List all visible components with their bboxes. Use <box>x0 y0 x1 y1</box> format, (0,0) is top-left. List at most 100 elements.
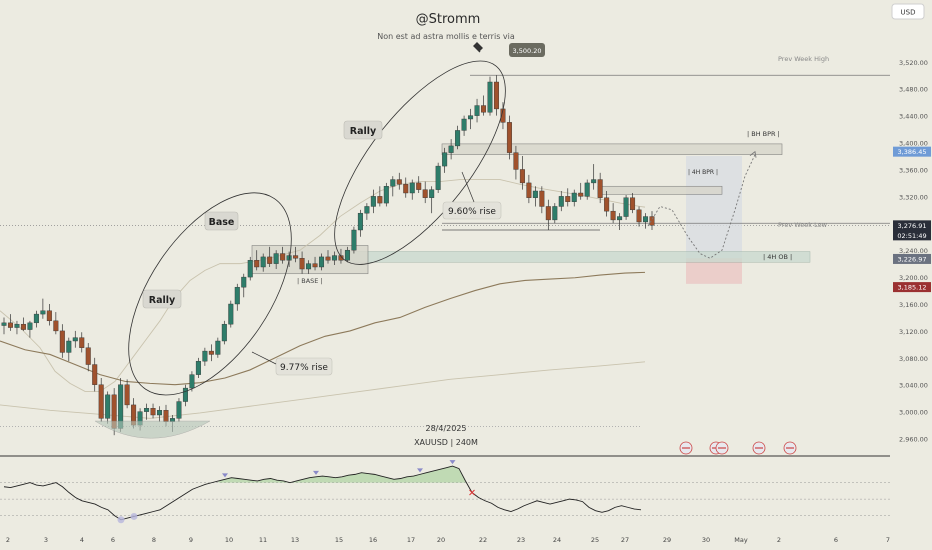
osc-cross-marker <box>469 489 475 496</box>
candle-body <box>357 212 363 231</box>
candle <box>636 206 642 227</box>
currency-button[interactable]: USD <box>891 3 925 20</box>
h4-bpr-label: | 4H BPR | <box>688 169 718 176</box>
x-tick-label: 6 <box>111 536 115 544</box>
candle-body <box>409 182 415 194</box>
candle <box>429 186 435 214</box>
candle-body <box>442 152 448 167</box>
candle-body <box>1 322 7 326</box>
candle <box>40 298 46 319</box>
candle-body <box>234 286 240 305</box>
h4-ob-label: | 4H OB | <box>763 253 792 261</box>
x-tick-label: 29 <box>663 536 671 544</box>
candle <box>306 260 312 274</box>
osc-top-marker <box>222 473 228 478</box>
candle-body <box>46 310 52 322</box>
candle-body <box>182 387 188 402</box>
y-tick-label: 3,040.00 <box>899 382 928 390</box>
currency-button-label: USD <box>901 9 916 17</box>
news-event-icon[interactable] <box>783 441 797 455</box>
candle <box>584 179 590 200</box>
rise-pointer-1 <box>251 351 277 365</box>
x-tick-label: 11 <box>259 536 267 544</box>
candle <box>98 378 104 422</box>
candle-body <box>215 340 221 355</box>
candle <box>176 398 182 422</box>
candle-body <box>584 182 590 197</box>
candle-body <box>455 130 461 147</box>
candle-body <box>299 258 305 270</box>
candle-body <box>396 179 402 185</box>
osc-top-marker <box>417 468 423 473</box>
date-label: 28/4/2025 <box>425 424 466 433</box>
candle-body <box>157 410 163 416</box>
rise-pointer-2 <box>461 171 475 203</box>
candle-body <box>578 192 584 197</box>
y-tick-label: 3,240.00 <box>899 247 928 255</box>
prev-week-high-label: Prev Week High <box>778 55 829 63</box>
candle-body <box>228 303 234 325</box>
base-label: Base <box>204 211 239 231</box>
candle <box>53 312 59 335</box>
candle-body <box>481 105 487 113</box>
candle <box>241 273 247 298</box>
candle-body <box>221 323 227 342</box>
candle <box>448 139 454 160</box>
candle-body <box>7 322 13 328</box>
x-tick-label: 15 <box>335 536 343 544</box>
candle <box>20 317 26 331</box>
candle-body <box>643 216 649 223</box>
candle <box>234 283 240 311</box>
rally-label-1-text: Rally <box>149 295 176 306</box>
candle-body <box>338 255 344 261</box>
candle-body <box>344 249 350 261</box>
rise-label-1-bg <box>275 357 333 376</box>
candle-body <box>325 256 331 261</box>
candle <box>403 177 409 198</box>
candle-body <box>461 118 467 131</box>
candle <box>144 403 150 420</box>
base-box-label: | BASE | <box>297 277 323 285</box>
candle-body <box>254 260 260 268</box>
candle <box>396 172 402 190</box>
hammer-icon <box>473 42 483 53</box>
candle <box>377 186 383 207</box>
candle-body <box>532 190 538 198</box>
candle <box>623 195 629 220</box>
price-axis[interactable] <box>890 0 932 550</box>
candle-body <box>208 350 214 355</box>
candle-body <box>319 256 325 268</box>
news-event-icon[interactable] <box>752 441 766 455</box>
candle-body <box>506 122 512 153</box>
candle <box>552 203 558 224</box>
candle-body <box>247 260 253 278</box>
news-event-icon[interactable] <box>679 441 693 455</box>
x-tick-label: 25 <box>591 536 599 544</box>
news-event-icon[interactable] <box>715 441 729 455</box>
candle <box>565 188 571 207</box>
candle <box>409 179 415 200</box>
y-tick-label: 3,320.00 <box>899 193 928 201</box>
candle <box>416 176 422 193</box>
candle-body <box>390 179 396 187</box>
chart-title: @Stromm <box>416 12 481 27</box>
candle <box>513 145 519 180</box>
projection-path <box>647 154 756 259</box>
osc-top-marker <box>313 470 319 475</box>
price-tag-bg <box>893 220 931 241</box>
peak-tag-text: 3,500.20 <box>513 47 542 55</box>
x-tick-label: 6 <box>834 536 838 544</box>
candle <box>610 203 616 224</box>
candle <box>422 181 428 204</box>
candle-body <box>610 210 616 221</box>
candle <box>539 186 545 214</box>
candle <box>351 226 357 254</box>
x-tick-label: 8 <box>152 536 156 544</box>
x-tick-label: 20 <box>437 536 445 544</box>
candle <box>46 304 52 326</box>
rally-label-2-text: Rally <box>350 126 377 137</box>
candle <box>325 250 331 264</box>
candle <box>221 320 227 345</box>
